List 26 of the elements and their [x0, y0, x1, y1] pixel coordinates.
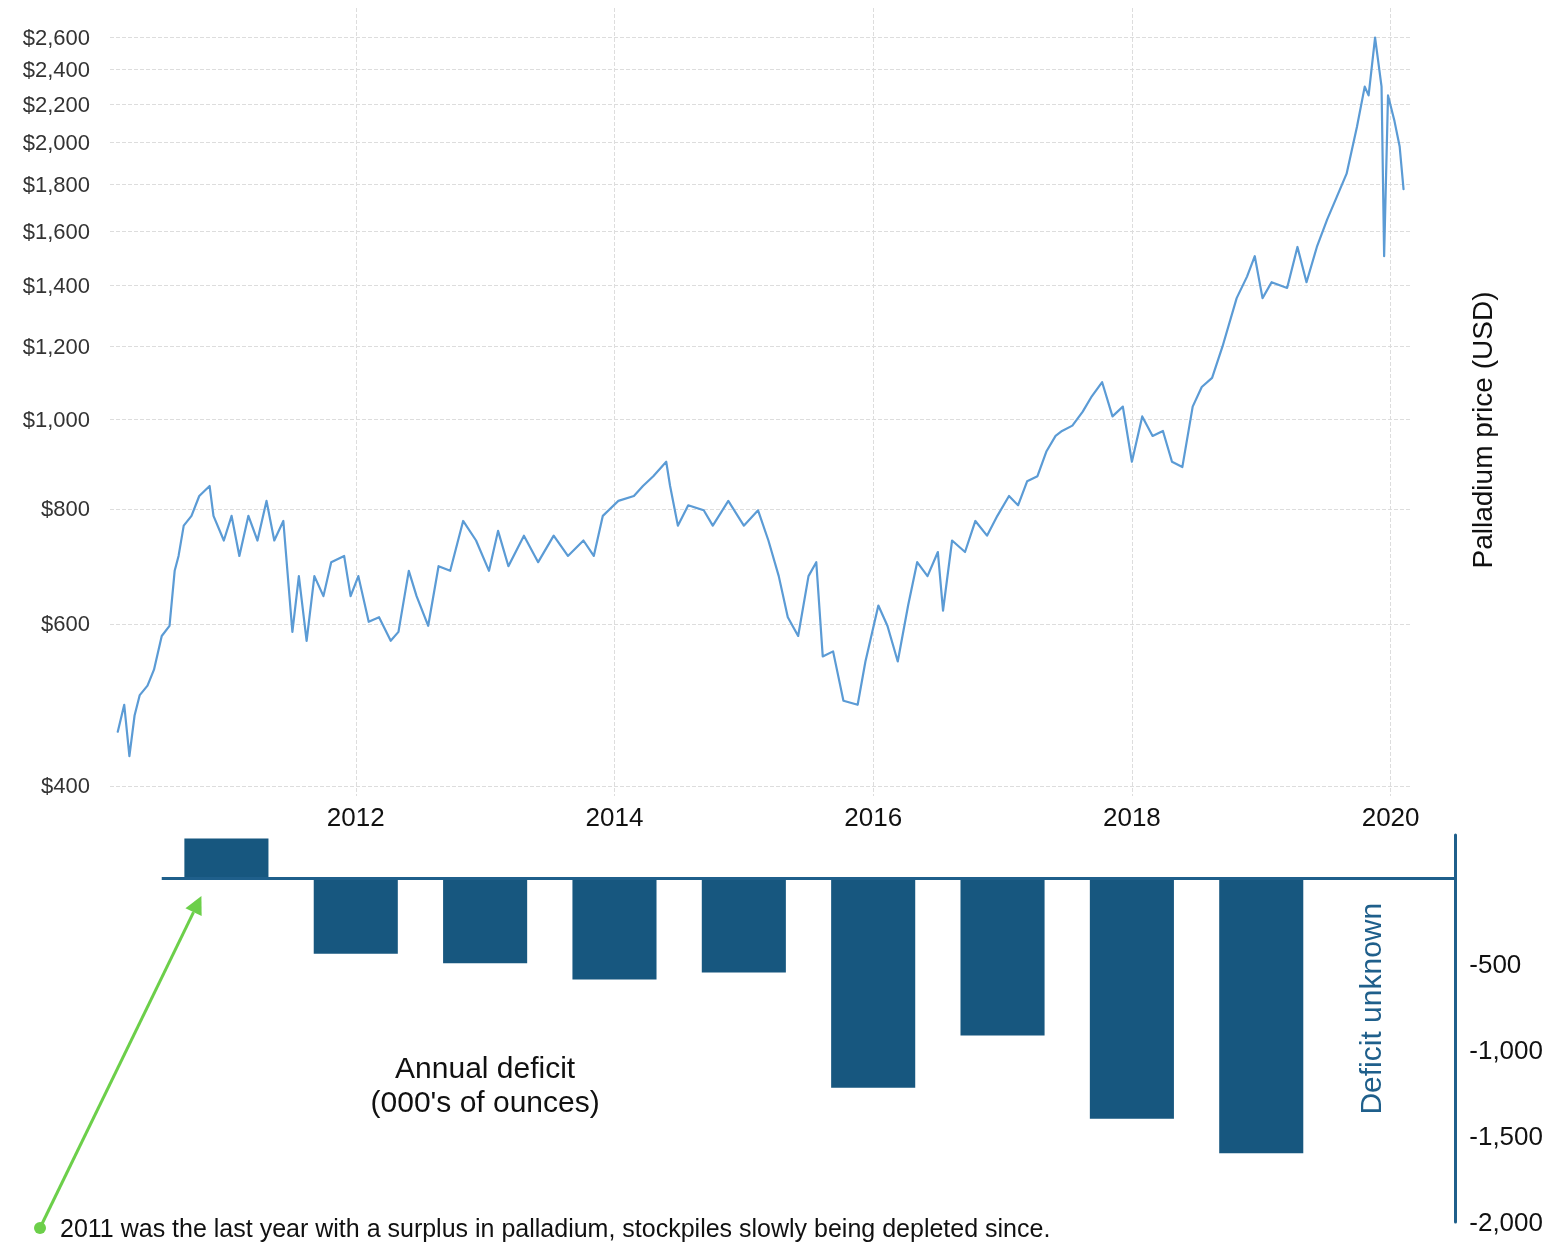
x-tick-label: 2018 — [1102, 802, 1161, 832]
annotation: Deficit unknown — [1354, 902, 1388, 1115]
y-tick-label: $1,400 — [22, 272, 90, 298]
y-tick-label: $1,200 — [22, 334, 90, 360]
x-tick-label: 2016 — [844, 802, 903, 832]
x-tick-label: 2020 — [1361, 802, 1420, 832]
y-tick-label: -500 — [1469, 949, 1522, 979]
y-tick-label: $1,600 — [22, 219, 90, 245]
y-tick-label: -1,000 — [1469, 1035, 1544, 1065]
y-tick-label: -1,500 — [1469, 1121, 1544, 1151]
annotation: 2011 was the last year with a surplus in palladium, stockpiles slowly being depleted since. — [60, 1214, 1051, 1242]
y-axis-title: Palladium price (USD) — [1466, 291, 1498, 569]
line-series — [116, 36, 1405, 758]
y-tick-label: $800 — [41, 496, 90, 522]
annotation: Annual deficit (000's of ounces) — [370, 1050, 600, 1118]
y-tick-label: $2,400 — [22, 57, 90, 83]
y-tick-label: $2,000 — [22, 130, 90, 156]
y-tick-label: $1,800 — [22, 172, 90, 198]
y-tick-label: $2,600 — [22, 25, 90, 51]
x-tick-label: 2012 — [326, 802, 385, 832]
y-tick-label: -2,000 — [1469, 1207, 1544, 1237]
x-tick-label: 2014 — [585, 802, 644, 832]
y-tick-label: $400 — [41, 773, 90, 799]
y-tick-label: $600 — [41, 611, 90, 637]
y-tick-label: $2,200 — [22, 91, 90, 117]
y-tick-label: $1,000 — [22, 407, 90, 433]
